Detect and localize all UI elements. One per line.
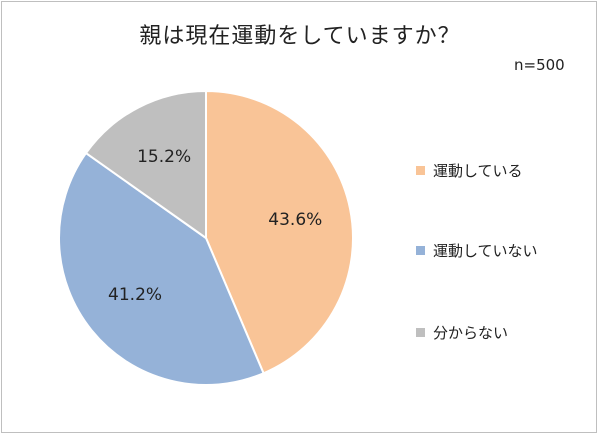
pie-slices xyxy=(58,89,354,386)
legend-label-0: 運動している xyxy=(433,161,523,180)
legend-swatch-1 xyxy=(416,245,425,255)
pie-data-labels: 43.6% 41.2% 15.2% xyxy=(108,147,322,305)
sample-size-label: n=500 xyxy=(514,56,565,74)
pie-slice-1 xyxy=(58,151,265,386)
pie-slice-2 xyxy=(84,89,207,240)
legend-item-0: 運動している xyxy=(416,160,586,180)
pie-slice-label-1: 41.2% xyxy=(108,285,162,305)
legend-label-1: 運動していない xyxy=(433,241,538,260)
pie-slice-label-0: 43.6% xyxy=(268,210,322,230)
chart-title: 親は現在運動をしていますか？ xyxy=(139,24,461,49)
pie-slice-0 xyxy=(205,89,354,375)
legend-item-1: 運動していない xyxy=(416,240,586,260)
legend-label-2: 分からない xyxy=(433,323,509,342)
legend-swatch-2 xyxy=(416,327,425,337)
legend-swatch-0 xyxy=(416,165,425,175)
pie-slice-label-2: 15.2% xyxy=(137,147,191,167)
legend-item-2: 分からない xyxy=(416,322,586,342)
